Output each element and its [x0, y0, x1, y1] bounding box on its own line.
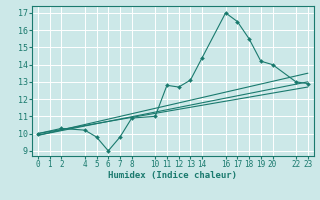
X-axis label: Humidex (Indice chaleur): Humidex (Indice chaleur)	[108, 171, 237, 180]
